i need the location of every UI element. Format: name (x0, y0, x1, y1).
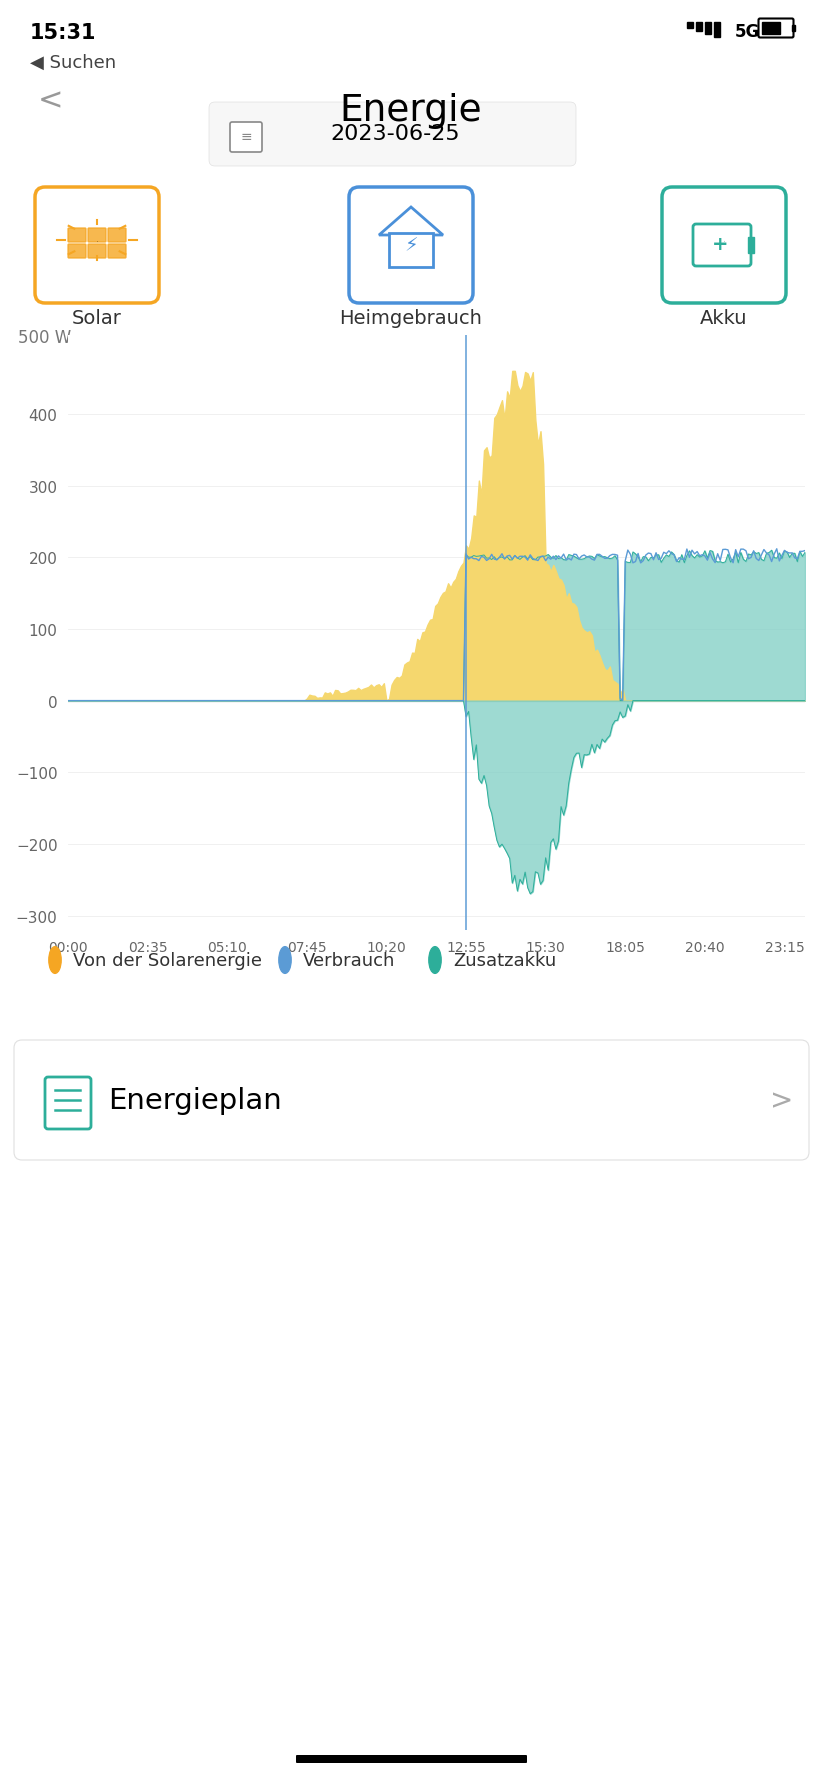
FancyBboxPatch shape (45, 1077, 91, 1129)
Text: >: > (770, 1086, 793, 1114)
Text: 2023-06-25: 2023-06-25 (330, 125, 460, 144)
Bar (792, 27, 795, 32)
Bar (696, 23, 702, 32)
Bar (705, 23, 711, 36)
FancyBboxPatch shape (759, 20, 793, 39)
Text: Zusatzakku: Zusatzakku (453, 952, 556, 970)
FancyBboxPatch shape (296, 1755, 527, 1762)
FancyBboxPatch shape (35, 189, 159, 304)
Text: Akku: Akku (700, 308, 748, 328)
FancyBboxPatch shape (693, 224, 751, 267)
FancyBboxPatch shape (209, 103, 576, 167)
FancyBboxPatch shape (88, 230, 106, 242)
Text: Solar: Solar (72, 308, 122, 328)
Text: ≡: ≡ (240, 130, 252, 144)
FancyBboxPatch shape (662, 189, 786, 304)
Bar (762, 23, 780, 36)
FancyBboxPatch shape (14, 1041, 809, 1161)
FancyBboxPatch shape (108, 230, 126, 242)
FancyBboxPatch shape (68, 246, 86, 258)
Bar (748, 239, 754, 255)
Text: Energie: Energie (340, 93, 482, 128)
FancyBboxPatch shape (68, 230, 86, 242)
Bar (687, 23, 693, 28)
Text: 15:31: 15:31 (30, 23, 96, 43)
FancyBboxPatch shape (88, 246, 106, 258)
Text: Verbrauch: Verbrauch (303, 952, 395, 970)
FancyBboxPatch shape (349, 189, 473, 304)
Text: Von der Solarenergie: Von der Solarenergie (73, 952, 262, 970)
Bar (714, 23, 720, 37)
FancyBboxPatch shape (108, 246, 126, 258)
FancyBboxPatch shape (230, 123, 262, 153)
Polygon shape (379, 208, 443, 237)
Text: ◀ Suchen: ◀ Suchen (30, 53, 116, 71)
Text: 5G: 5G (735, 23, 760, 41)
Text: 500 W: 500 W (18, 329, 72, 347)
Text: ⚡: ⚡ (404, 237, 418, 255)
Text: <: < (38, 85, 63, 116)
Text: +: + (712, 235, 728, 255)
Bar (389, 233, 433, 267)
Text: Energieplan: Energieplan (108, 1086, 281, 1114)
Text: Heimgebrauch: Heimgebrauch (340, 308, 482, 328)
